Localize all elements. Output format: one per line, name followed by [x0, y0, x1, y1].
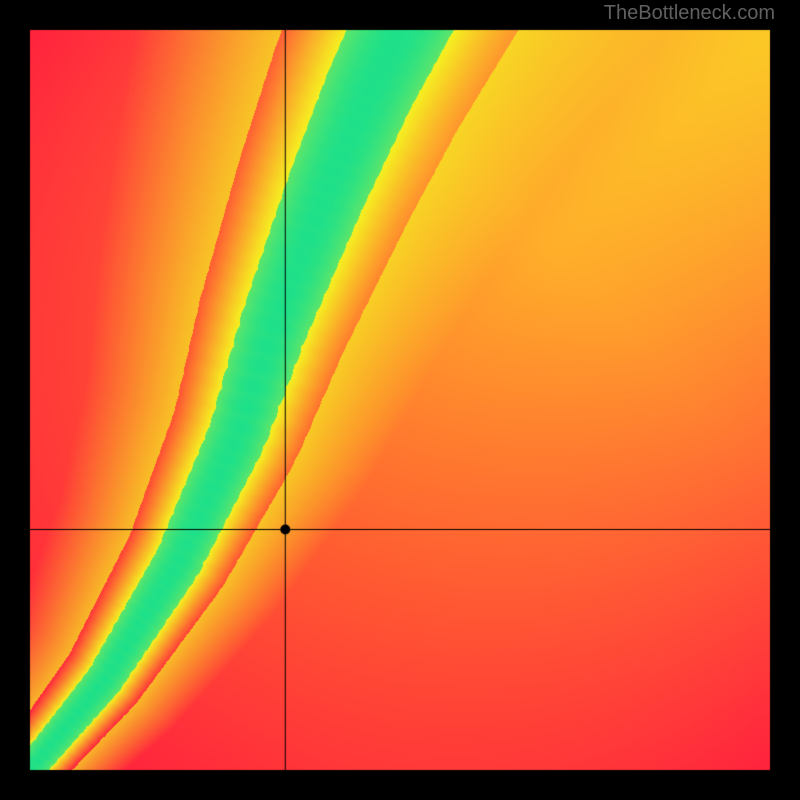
chart-container: TheBottleneck.com [0, 0, 800, 800]
heatmap-canvas [0, 0, 800, 800]
watermark-text: TheBottleneck.com [604, 2, 775, 25]
